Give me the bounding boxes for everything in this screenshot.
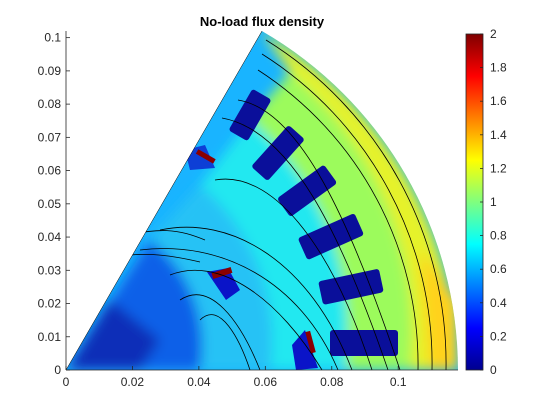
colorbar-tick-label: 0.6	[490, 262, 507, 276]
colorbar-tick-label: 1.6	[490, 94, 507, 108]
x-tick-label: 0.08	[320, 375, 344, 389]
sector-outline	[65, 30, 263, 371]
colorbar-tick-label: 0	[490, 363, 497, 377]
magnet-pockets	[185, 145, 318, 370]
y-axis-ticks: 0 0.01 0.02 0.03 0.04 0.05 0.06 0.07 0.08 0.09 0.1	[38, 31, 70, 377]
colorbar-tick-label: 1.8	[490, 61, 507, 75]
y-tick-label: 0.03	[38, 263, 62, 277]
y-tick-label: 0.06	[38, 164, 62, 178]
x-tick-label: 0.06	[254, 375, 278, 389]
colorbar-tick-label: 0.4	[490, 296, 507, 310]
colorbar-tick-label: 0.2	[490, 329, 507, 343]
colorbar-ticks: 0 0.2 0.4 0.6 0.8 1 1.2 1.4 1.6 1.8 2	[480, 27, 507, 377]
y-tick-label: 0.09	[38, 64, 62, 78]
axes	[65, 31, 458, 371]
y-tick-label: 0.07	[38, 130, 62, 144]
x-tick-label: 0	[63, 375, 70, 389]
flux-density-field	[66, 31, 458, 370]
colorbar-tick-label: 2	[490, 27, 497, 41]
colorbar-tick-label: 1	[490, 195, 497, 209]
x-tick-label: 0.02	[121, 375, 145, 389]
stator-slots	[229, 89, 398, 356]
flux-lines	[99, 39, 447, 370]
x-tick-label: 0.04	[187, 375, 211, 389]
saturated-bridges	[195, 149, 316, 354]
x-tick-label: 0.1	[390, 375, 407, 389]
y-tick-label: 0.1	[44, 31, 61, 45]
y-tick-label: 0.01	[38, 330, 62, 344]
y-tick-label: 0.08	[38, 97, 62, 111]
colorbar-tick-label: 1.4	[490, 128, 507, 142]
y-tick-label: 0.02	[38, 297, 62, 311]
y-tick-label: 0.05	[38, 197, 62, 211]
colorbar-tick-label: 0.8	[490, 229, 507, 243]
chart-title: No-load flux density	[200, 14, 325, 29]
y-tick-label: 0	[54, 363, 61, 377]
y-tick-label: 0.04	[38, 230, 62, 244]
x-axis-ticks: 0 0.02 0.04 0.06 0.08 0.1	[63, 366, 407, 389]
colorbar-tick-label: 1.2	[490, 161, 507, 175]
